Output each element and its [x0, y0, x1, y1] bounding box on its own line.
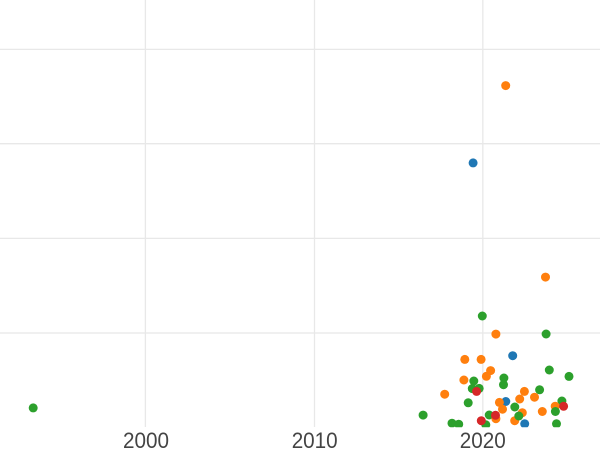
- svg-text:2020: 2020: [460, 428, 506, 450]
- svg-text:2000: 2000: [123, 428, 169, 450]
- svg-text:2010: 2010: [292, 428, 338, 450]
